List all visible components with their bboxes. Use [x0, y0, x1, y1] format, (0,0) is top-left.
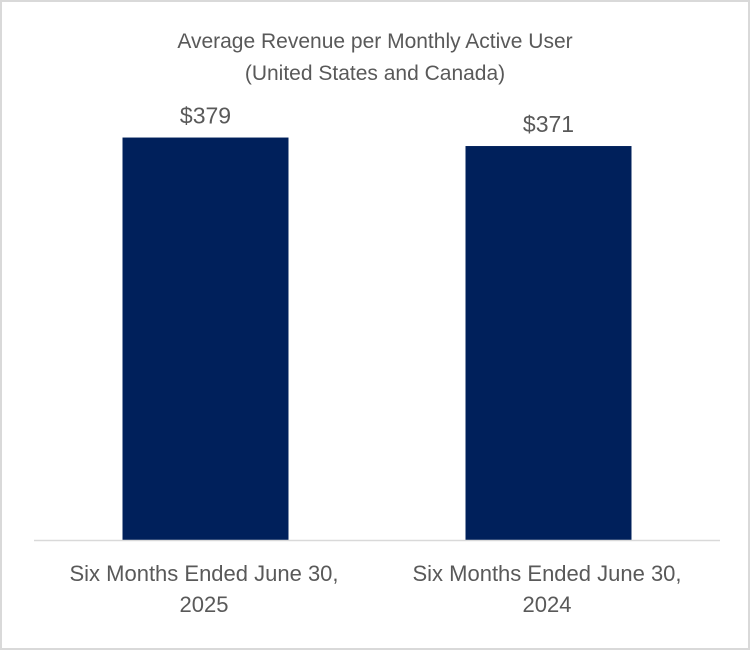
chart-title: Average Revenue per Monthly Active User	[177, 30, 573, 53]
bar-2025	[122, 137, 289, 541]
x-tick-label-2024-line1: Six Months Ended June 30,	[412, 561, 682, 586]
x-tick-label-2025-line2: 2025	[179, 592, 229, 617]
x-tick-label-2024-line2: 2024	[522, 592, 572, 617]
chart-subtitle: (United States and Canada)	[244, 62, 506, 85]
x-tick-label-2025: Six Months Ended June 30, 2025	[44, 558, 364, 620]
data-label-2024: $371	[523, 111, 574, 137]
data-label-2025: $379	[180, 103, 231, 129]
bar-2024	[465, 146, 632, 541]
x-tick-label-2024: Six Months Ended June 30, 2024	[387, 558, 707, 620]
x-tick-label-2025-line1: Six Months Ended June 30,	[69, 561, 339, 586]
